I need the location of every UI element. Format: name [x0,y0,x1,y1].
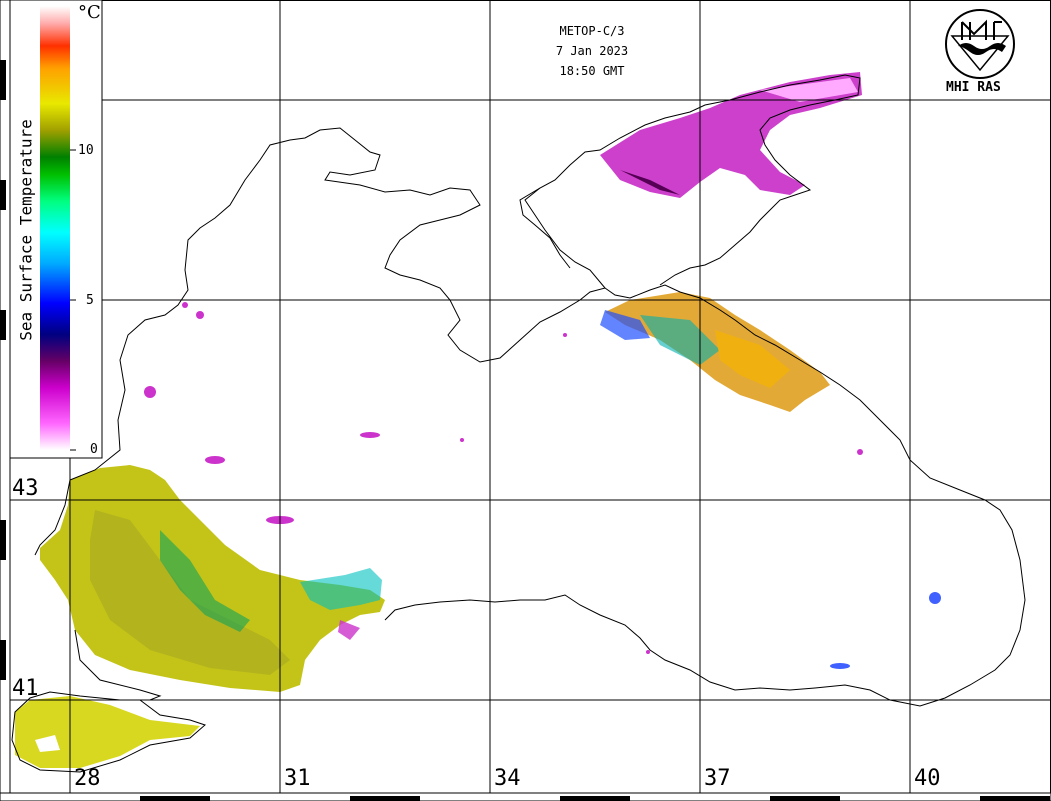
latitude-label-43: 43 [12,476,39,501]
time-label: 18:50 GMT [559,64,625,78]
sst-east-area [600,292,830,412]
colorbar [9,0,103,459]
date-label: 7 Jan 2023 [555,44,629,58]
longitude-label-40: 40 [914,766,941,791]
sst-warm-area [15,465,385,768]
sst-azov-area [600,72,862,198]
colorbar-title: Sea Surface Temperature [16,119,36,341]
colorbar-tick-0: 0 [90,442,98,457]
sst-patches [144,302,941,669]
longitude-label-34: 34 [494,766,521,791]
longitude-label-28: 28 [74,766,101,791]
colorbar-tick-10: 10 [78,143,94,158]
mhi-ras-emblem-icon [945,9,1015,79]
logo-text: MHI RAS [946,80,1001,95]
colorbar-tick-5: 5 [86,293,94,308]
latitude-label-41: 41 [12,676,39,701]
satellite-label: METOP-C/3 [559,24,625,38]
longitude-label-31: 31 [284,766,311,791]
longitude-label-37: 37 [704,766,731,791]
colorbar-gradient [40,6,70,450]
colorbar-unit: °C [78,2,101,23]
